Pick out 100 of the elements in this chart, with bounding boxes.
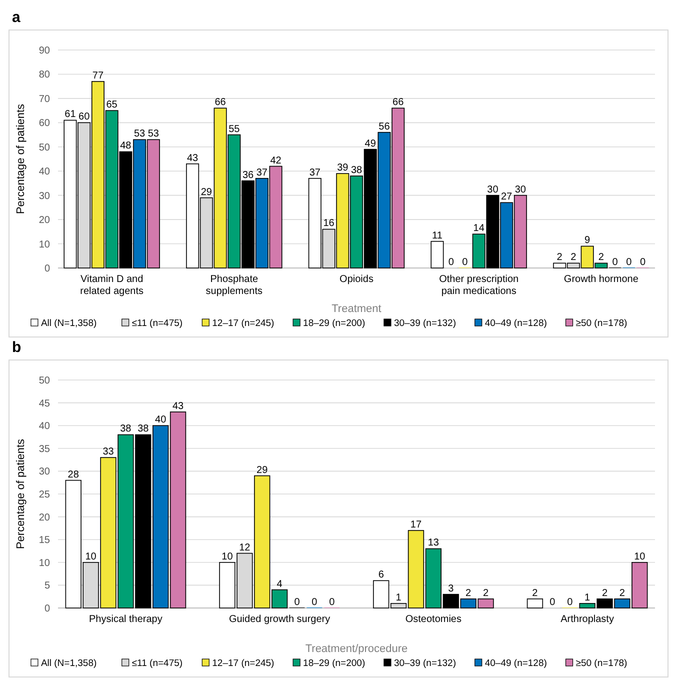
data-label: 4: [276, 578, 283, 590]
data-label: 2: [598, 252, 604, 264]
data-label: 29: [200, 186, 212, 198]
data-label: 14: [473, 223, 485, 234]
data-label: 0: [329, 597, 336, 608]
data-label: 43: [186, 152, 199, 164]
data-label: 0: [612, 257, 618, 268]
y-tick-label: 50: [38, 376, 50, 386]
y-tick-label: 25: [38, 490, 50, 500]
data-label: 30: [514, 184, 526, 196]
data-label: 2: [570, 252, 577, 264]
data-label: 38: [138, 424, 150, 435]
x-tick-label: Vitamin D and related agents: [80, 274, 144, 297]
legend-label: ≤11 (n=475): [132, 318, 183, 329]
bar: [526, 598, 544, 608]
data-label: 27: [501, 192, 513, 203]
legend-label: ≥50 (n=178): [576, 318, 628, 329]
y-axis-title: Percentage of patients: [15, 103, 27, 214]
chart-title: a: [12, 9, 21, 26]
y-tick-label: 60: [38, 118, 50, 130]
data-label: 65: [106, 100, 118, 111]
legend-label: 12–17 (n=245): [212, 658, 274, 669]
data-label: 53: [134, 128, 146, 140]
data-label: 17: [410, 519, 422, 530]
y-tick-label: 90: [38, 46, 50, 56]
y-tick-label: 10: [38, 558, 50, 569]
y-tick-label: 5: [44, 580, 50, 592]
data-label: 16: [323, 218, 335, 230]
data-label: 56: [378, 121, 390, 132]
data-label: 36: [242, 170, 254, 181]
data-label: 38: [120, 424, 132, 435]
legend-label: 40–49 (n=128): [484, 658, 547, 669]
legend-label: 18–29 (n=200): [303, 658, 366, 669]
legend-label: All (N=1,358): [40, 658, 97, 669]
data-label: 48: [120, 140, 132, 152]
data-label: 55: [228, 124, 240, 135]
y-tick-label: 70: [38, 94, 50, 105]
y-tick-label: 35: [38, 444, 50, 455]
x-tick-label: Growth hormone: [564, 274, 639, 285]
data-label: 66: [392, 97, 404, 108]
data-label: 0: [640, 257, 646, 268]
data-label: 11: [432, 230, 443, 242]
legend-label: All (N=1,358): [40, 318, 97, 329]
data-label: 30: [487, 184, 499, 196]
y-tick-label: 40: [38, 166, 50, 178]
data-label: 12: [239, 542, 251, 554]
data-label: 29: [256, 464, 268, 476]
data-label: 2: [556, 252, 563, 264]
data-label: 10: [222, 551, 234, 562]
legend-label: 30–39 (n=132): [394, 658, 456, 669]
data-label: 6: [378, 570, 384, 581]
x-tick-label: Opioids: [340, 274, 374, 285]
x-tick-label: Other prescription pain medications: [439, 274, 519, 297]
data-label: 53: [148, 128, 160, 140]
y-tick-label: 0: [44, 264, 50, 274]
y-tick-label: 80: [38, 70, 50, 81]
data-label: 39: [337, 162, 349, 174]
data-label: 10: [85, 551, 97, 562]
y-tick-label: 50: [38, 142, 50, 154]
legend-label: ≤11 (n=475): [132, 658, 183, 669]
y-tick-label: 30: [38, 190, 50, 202]
data-label: 1: [584, 592, 591, 604]
data-label: 0: [626, 257, 632, 268]
data-label: 38: [350, 164, 362, 176]
data-label: 37: [309, 167, 321, 178]
data-label: 0: [550, 597, 556, 608]
legend-label: 40–49 (n=128): [484, 318, 547, 329]
x-tick-label: Arthroplasty: [560, 614, 614, 625]
x-tick-label: Physical therapy: [89, 614, 162, 625]
data-label: 0: [448, 257, 454, 268]
data-label: 43: [172, 400, 184, 412]
y-tick-label: 10: [38, 239, 50, 250]
data-label: 13: [428, 538, 440, 549]
data-label: 2: [532, 588, 538, 599]
data-label: 66: [214, 97, 226, 108]
y-tick-label: 20: [38, 512, 50, 524]
x-tick-label: Osteotomies: [405, 614, 462, 625]
data-label: 2: [482, 588, 489, 599]
y-tick-label: 40: [38, 421, 50, 432]
data-label: 0: [294, 597, 300, 608]
y-tick-label: 20: [38, 215, 50, 226]
legend-label: ≥50 (n=178): [576, 658, 628, 669]
data-label: 49: [364, 138, 376, 150]
data-label: 2: [466, 588, 472, 599]
data-label: 42: [270, 155, 282, 166]
chart-title: b: [12, 339, 22, 356]
data-label: 9: [584, 235, 591, 246]
data-label: 10: [634, 551, 646, 562]
data-label: 40: [155, 414, 167, 426]
bar: [430, 240, 444, 268]
x-tick-label: Phosphate supplements: [206, 274, 263, 297]
data-label: 3: [448, 583, 454, 594]
y-tick-label: 15: [38, 535, 50, 546]
legend-label: 30–39 (n=132): [394, 318, 456, 329]
data-label: 28: [68, 469, 80, 480]
legend-label: 12–17 (n=245): [212, 318, 274, 329]
y-tick-label: 30: [38, 466, 50, 478]
y-axis-title: Percentage of patients: [15, 438, 27, 550]
legend-label: 18–29 (n=200): [303, 318, 366, 329]
x-tick-label: Guided growth surgery: [228, 614, 330, 625]
